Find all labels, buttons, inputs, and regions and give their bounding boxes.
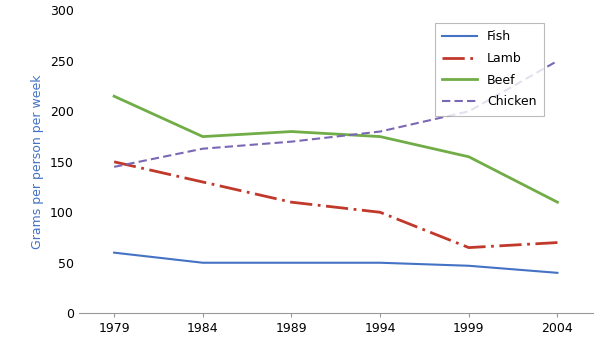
- Line: Lamb: Lamb: [114, 162, 557, 248]
- Lamb: [111, 160, 118, 164]
- Legend: Fish, Lamb, Beef, Chicken: Fish, Lamb, Beef, Chicken: [434, 23, 544, 116]
- Chicken: [111, 165, 118, 169]
- Line: Fish: Fish: [114, 253, 557, 273]
- Chicken: [554, 59, 561, 63]
- Fish: [465, 264, 473, 268]
- Lamb: [288, 200, 295, 204]
- Chicken: [199, 147, 206, 151]
- Fish: [376, 261, 384, 265]
- Beef: [465, 155, 473, 159]
- Chicken: [465, 109, 473, 113]
- Beef: [199, 135, 206, 139]
- Line: Beef: Beef: [114, 96, 557, 202]
- Beef: [111, 94, 118, 98]
- Lamb: [376, 210, 384, 214]
- Y-axis label: Grams per person per week: Grams per person per week: [31, 74, 44, 249]
- Fish: [111, 251, 118, 255]
- Lamb: [554, 240, 561, 245]
- Fish: [554, 271, 561, 275]
- Fish: [199, 261, 206, 265]
- Lamb: [199, 180, 206, 184]
- Fish: [288, 261, 295, 265]
- Chicken: [288, 140, 295, 144]
- Chicken: [376, 129, 384, 134]
- Line: Chicken: Chicken: [114, 61, 557, 167]
- Beef: [288, 129, 295, 134]
- Beef: [376, 135, 384, 139]
- Beef: [554, 200, 561, 204]
- Lamb: [465, 246, 473, 250]
